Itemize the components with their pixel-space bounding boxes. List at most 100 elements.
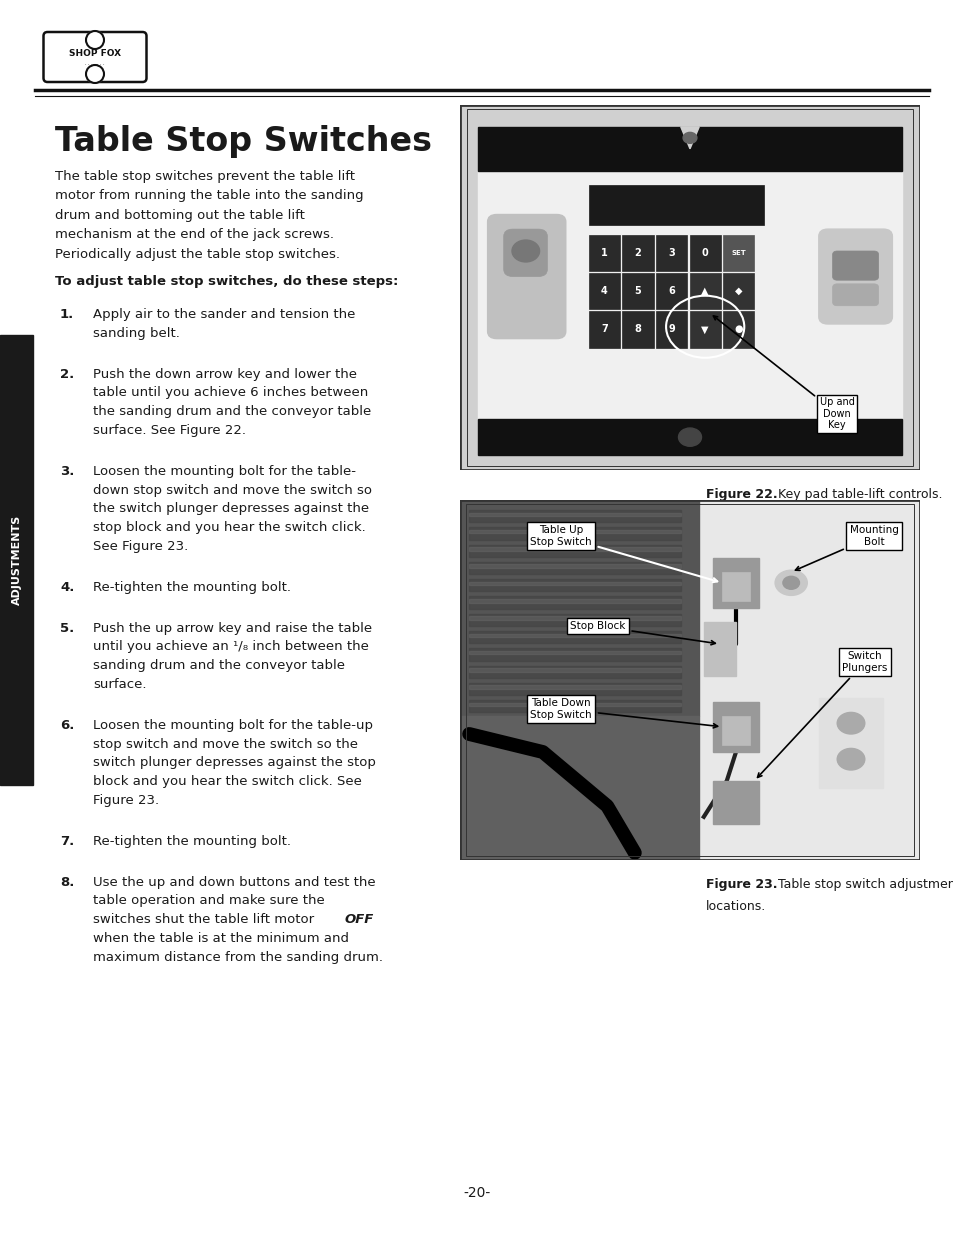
Text: 8.: 8. [60, 876, 74, 889]
Text: 2: 2 [634, 248, 640, 258]
Text: 5.: 5. [60, 621, 74, 635]
Bar [469, 545, 680, 557]
Bar [588, 185, 762, 226]
Text: Use the up and down buttons and test the: Use the up and down buttons and test the [92, 876, 375, 889]
Bar [469, 703, 680, 706]
Bar [722, 311, 754, 348]
Text: Push the down arrow key and lower the: Push the down arrow key and lower the [92, 368, 356, 380]
Text: 2.: 2. [60, 368, 74, 380]
Text: ▼: ▼ [700, 325, 708, 335]
Text: Apply air to the sander and tension the: Apply air to the sander and tension the [92, 308, 355, 321]
Bar [469, 616, 680, 620]
Bar [689, 273, 720, 310]
Bar [469, 564, 680, 568]
Bar [477, 170, 901, 419]
Text: Periodically adjust the table stop switches.: Periodically adjust the table stop switc… [55, 248, 339, 261]
Text: Re-tighten the mounting bolt.: Re-tighten the mounting bolt. [92, 580, 291, 594]
Bar [469, 648, 680, 661]
Text: 4: 4 [600, 287, 607, 296]
Text: Push the up arrow key and raise the table: Push the up arrow key and raise the tabl… [92, 621, 372, 635]
Text: Re-tighten the mounting bolt.: Re-tighten the mounting bolt. [92, 835, 291, 847]
Bar [656, 273, 686, 310]
Text: 1.: 1. [60, 308, 74, 321]
Bar [621, 235, 653, 270]
Text: until you achieve an ¹/₈ inch between the: until you achieve an ¹/₈ inch between th… [92, 641, 369, 653]
Bar [469, 668, 680, 672]
Bar [699, 500, 919, 860]
Bar [459, 500, 699, 716]
Text: switch plunger depresses against the stop: switch plunger depresses against the sto… [92, 756, 375, 769]
FancyBboxPatch shape [818, 230, 891, 324]
Bar [477, 127, 901, 170]
Bar [722, 235, 754, 270]
Text: the switch plunger depresses against the: the switch plunger depresses against the [92, 503, 369, 515]
Text: sanding belt.: sanding belt. [92, 327, 180, 340]
Text: when the table is at the minimum and: when the table is at the minimum and [92, 932, 349, 945]
Text: Table stop switch adjustment: Table stop switch adjustment [773, 878, 953, 890]
Bar [722, 273, 754, 310]
Text: Figure 23.: Figure 23. [92, 794, 159, 806]
Bar [469, 599, 680, 603]
Circle shape [678, 429, 700, 446]
Bar [703, 622, 735, 677]
Bar [469, 666, 680, 678]
Bar [689, 235, 720, 270]
Text: See Figure 23.: See Figure 23. [92, 540, 188, 553]
Text: sanding drum and the conveyor table: sanding drum and the conveyor table [92, 659, 345, 672]
Bar [712, 781, 759, 824]
Text: surface. See Figure 22.: surface. See Figure 22. [92, 424, 246, 437]
Text: Figure 23.: Figure 23. [705, 878, 776, 890]
Bar [0, 335, 33, 785]
Bar [469, 700, 680, 713]
Bar [469, 685, 680, 689]
Text: 8: 8 [634, 325, 640, 335]
Bar [656, 235, 686, 270]
Bar [469, 631, 680, 643]
Text: 3.: 3. [60, 464, 74, 478]
Text: Loosen the mounting bolt for the table-: Loosen the mounting bolt for the table- [92, 464, 355, 478]
Text: SHOP FOX: SHOP FOX [69, 48, 121, 58]
Bar [712, 557, 759, 608]
Bar [469, 510, 680, 522]
Text: table until you achieve 6 inches between: table until you achieve 6 inches between [92, 387, 368, 399]
Bar [588, 235, 619, 270]
Bar [721, 716, 749, 745]
Text: 7: 7 [600, 325, 607, 335]
Text: stop switch and move the switch so the: stop switch and move the switch so the [92, 737, 357, 751]
Bar [818, 698, 882, 788]
Text: mechanism at the end of the jack screws.: mechanism at the end of the jack screws. [55, 228, 334, 242]
Text: 5: 5 [634, 287, 640, 296]
FancyBboxPatch shape [503, 230, 547, 277]
Text: locations.: locations. [705, 900, 765, 913]
Text: 6.: 6. [60, 719, 74, 732]
Polygon shape [680, 127, 699, 148]
Text: motor from running the table into the sanding: motor from running the table into the sa… [55, 189, 363, 203]
Circle shape [782, 577, 799, 589]
Text: To adjust table stop switches, do these steps:: To adjust table stop switches, do these … [55, 275, 398, 288]
Text: Mounting
Bolt: Mounting Bolt [795, 525, 898, 571]
Bar [469, 562, 680, 574]
Bar [469, 530, 680, 534]
Text: OFF: OFF [345, 913, 374, 926]
Text: ▲: ▲ [700, 287, 708, 296]
Text: Loosen the mounting bolt for the table-up: Loosen the mounting bolt for the table-u… [92, 719, 373, 732]
Text: The table stop switches prevent the table lift: The table stop switches prevent the tabl… [55, 170, 355, 183]
Text: drum and bottoming out the table lift: drum and bottoming out the table lift [55, 209, 305, 222]
Bar [469, 651, 680, 655]
Bar [656, 311, 686, 348]
Text: 9: 9 [667, 325, 675, 335]
Text: ADJUSTMENTS: ADJUSTMENTS [11, 515, 22, 605]
Bar [469, 683, 680, 695]
Bar [477, 419, 901, 456]
Bar [621, 311, 653, 348]
Text: 6: 6 [667, 287, 675, 296]
Circle shape [682, 132, 697, 143]
Text: Table Up
Stop Switch: Table Up Stop Switch [530, 525, 717, 582]
Bar [469, 547, 680, 551]
Bar [588, 273, 619, 310]
Text: Key pad table-lift controls.: Key pad table-lift controls. [773, 488, 941, 501]
FancyBboxPatch shape [832, 251, 878, 280]
Circle shape [774, 571, 806, 595]
Text: Table Down
Stop Switch: Table Down Stop Switch [530, 698, 717, 727]
Text: block and you hear the switch click. See: block and you hear the switch click. See [92, 776, 361, 788]
